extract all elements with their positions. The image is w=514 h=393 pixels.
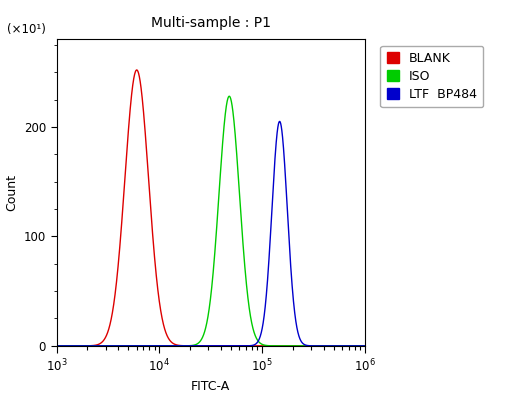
Text: (×10¹): (×10¹) [7, 23, 46, 36]
Legend: BLANK, ISO, LTF  BP484: BLANK, ISO, LTF BP484 [380, 46, 484, 107]
X-axis label: FITC-A: FITC-A [191, 380, 230, 393]
Y-axis label: Count: Count [5, 174, 19, 211]
Text: Multi-sample : P1: Multi-sample : P1 [151, 16, 271, 30]
